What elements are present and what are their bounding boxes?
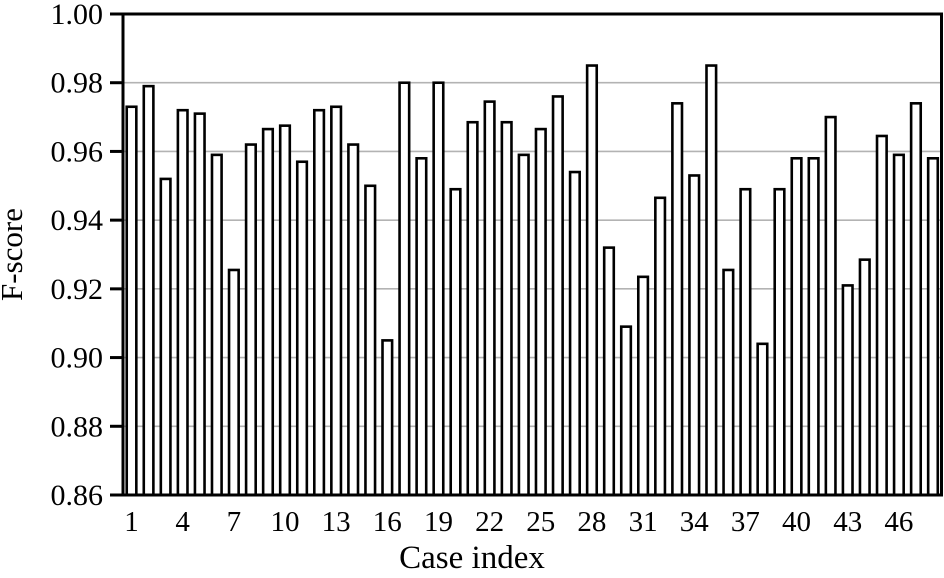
y-tick-label: 0.98 <box>51 67 104 100</box>
x-tick-label: 28 <box>577 506 606 538</box>
bar-case-7 <box>227 268 240 497</box>
bar-case-3 <box>159 177 172 497</box>
bar-case-31 <box>636 275 650 497</box>
bar-case-12 <box>312 108 326 497</box>
bar-case-20 <box>449 187 462 497</box>
bar-case-14 <box>347 143 360 497</box>
x-tick-label: 13 <box>322 506 351 538</box>
bar-case-42 <box>824 115 837 497</box>
bar-case-38 <box>756 342 769 497</box>
bar-case-34 <box>688 174 701 497</box>
bar-case-9 <box>261 127 275 497</box>
plot-frame <box>121 12 943 497</box>
x-tick-label: 37 <box>731 506 760 538</box>
bar-case-4 <box>176 108 189 497</box>
bar-case-24 <box>517 153 530 497</box>
bar-case-41 <box>807 157 820 497</box>
x-tick-label: 1 <box>124 506 139 538</box>
y-tick-label: 0.86 <box>51 479 104 512</box>
bar-case-47 <box>909 102 923 497</box>
bar-case-27 <box>568 170 581 497</box>
x-axis-tick-labels: 1 4 7 10 13 16 19 22 25 28 31 34 37 40 43 46 <box>124 506 913 538</box>
bar-case-18 <box>415 157 428 497</box>
x-axis-title: Case index <box>399 540 545 573</box>
y-tick-label: 0.90 <box>51 342 104 375</box>
y-tick-label: 0.96 <box>51 135 104 168</box>
bar-case-11 <box>295 160 309 497</box>
x-tick-label: 40 <box>782 506 811 538</box>
bar-case-16 <box>381 339 394 497</box>
bar-case-1 <box>125 105 138 497</box>
bar-case-10 <box>278 124 292 497</box>
bar-case-6 <box>210 153 223 497</box>
y-axis-title: F-score <box>0 208 29 301</box>
bar-case-44 <box>858 258 871 497</box>
x-tick-label: 34 <box>680 506 710 538</box>
bar-case-13 <box>330 105 343 497</box>
bar-case-8 <box>244 143 257 497</box>
bar-case-35 <box>705 64 718 497</box>
x-tick-label: 25 <box>526 506 555 538</box>
bar-case-2 <box>142 84 155 497</box>
y-tick-label: 0.92 <box>51 273 104 306</box>
bar-case-48 <box>926 157 940 497</box>
bar-case-36 <box>722 268 735 497</box>
y-axis-tick-labels: 1.00 0.98 0.96 0.94 0.92 0.90 0.88 0.86 <box>51 0 104 512</box>
y-tick-label: 1.00 <box>51 0 104 31</box>
bar-case-32 <box>654 196 667 497</box>
bar-case-26 <box>551 95 564 497</box>
y-tick-label: 0.94 <box>51 204 104 237</box>
x-tick-label: 43 <box>833 506 862 538</box>
bar-case-15 <box>364 184 377 497</box>
bar-case-19 <box>432 81 445 497</box>
bar-case-33 <box>671 102 684 497</box>
bar-case-17 <box>398 81 411 497</box>
y-tick-label: 0.88 <box>51 410 104 443</box>
gridlines <box>123 81 942 428</box>
x-tick-label: 4 <box>175 506 190 538</box>
bar-case-21 <box>466 120 479 497</box>
bar-case-30 <box>619 325 633 497</box>
x-tick-label: 31 <box>629 506 658 538</box>
plot-border <box>121 12 943 497</box>
bar-case-43 <box>841 284 854 497</box>
y-axis-ticks <box>110 12 123 497</box>
x-tick-label: 46 <box>884 506 913 538</box>
bar-case-29 <box>602 246 616 497</box>
x-tick-label: 19 <box>424 506 453 538</box>
bar-case-37 <box>739 187 752 497</box>
bar-case-23 <box>500 120 513 497</box>
bar-case-40 <box>790 157 803 497</box>
bar-case-46 <box>892 153 905 497</box>
x-tick-label: 16 <box>373 506 402 538</box>
bar-case-22 <box>483 100 496 497</box>
bar-case-5 <box>193 112 206 497</box>
x-tick-label: 10 <box>270 506 299 538</box>
bar-case-28 <box>585 64 599 497</box>
bar-case-39 <box>773 187 786 497</box>
x-tick-label: 22 <box>475 506 504 538</box>
bar-case-45 <box>875 134 888 497</box>
bar-series <box>125 64 940 497</box>
x-tick-label: 7 <box>227 506 242 538</box>
bar-case-25 <box>534 127 547 497</box>
